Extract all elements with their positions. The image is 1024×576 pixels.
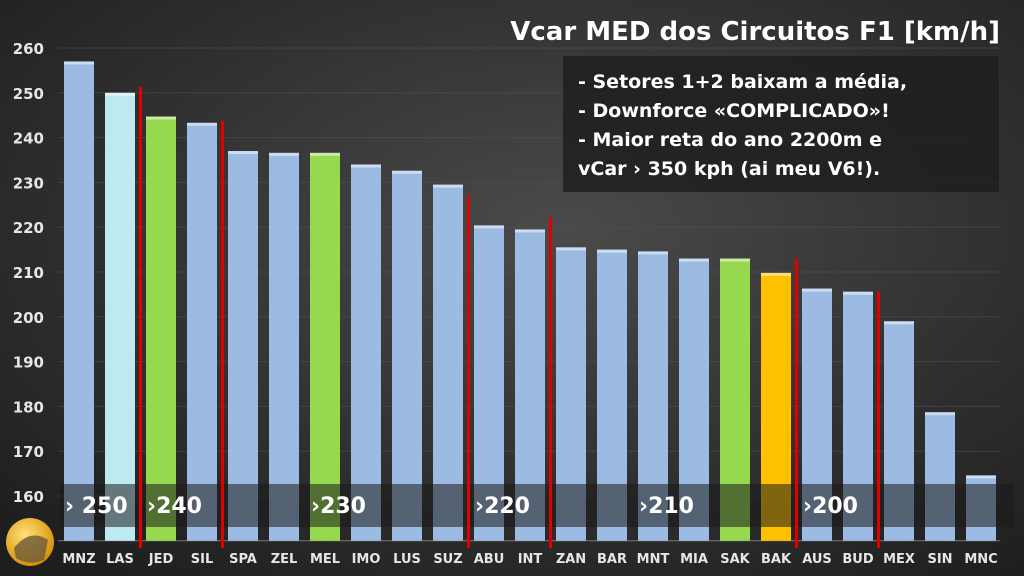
bar-jed [146,116,176,541]
bar-highlight [679,258,709,262]
y-tick-label: 230 [13,174,44,192]
bar-highlight [64,61,94,65]
band-label: ›210 [639,494,694,519]
annotation-line: - Maior reta do ano 2200m e [578,129,882,151]
x-tick-label: MNT [637,552,670,567]
x-tick-label: IMO [352,552,381,567]
y-tick-label: 180 [13,398,44,416]
bar-highlight [392,170,422,174]
bar-highlight [638,251,668,255]
bar-suz [433,184,463,541]
band-label: ›240 [147,494,202,519]
bar-zel [269,152,299,541]
band-label: ›220 [475,494,530,519]
x-tick-label: ABU [474,552,505,567]
x-tick-label: BUD [842,552,873,567]
annotation-line: vCar › 350 kph (ai meu V6!). [578,158,880,180]
x-tick-label: BAK [761,552,792,567]
bar-sil [187,122,217,541]
x-tick-label: BAR [597,552,627,567]
threshold-band [60,484,1014,527]
bar-highlight [966,475,996,479]
x-tick-label: SUZ [433,552,462,567]
y-tick-label: 160 [13,488,44,506]
bar-highlight [105,92,135,96]
logo-icon [6,518,54,566]
x-tick-label: ZEL [271,552,298,567]
band-label: › 250 [65,494,128,519]
bar-highlight [351,164,381,168]
bar-highlight [802,288,832,292]
bar-las [105,92,135,541]
y-tick-label: 210 [13,264,44,282]
x-tick-label: INT [518,552,543,567]
bar-highlight [433,184,463,188]
bar-highlight [269,152,299,156]
x-tick-label: MNZ [62,552,95,567]
bar-highlight [597,249,627,253]
bar-highlight [474,225,504,229]
bar-mel [310,152,340,541]
x-tick-label: LUS [393,552,421,567]
bar-highlight [884,321,914,325]
bar-highlight [761,272,791,276]
x-tick-label: MNC [964,552,997,567]
bar-highlight [843,291,873,295]
bar-highlight [925,412,955,416]
x-tick-label: AUS [802,552,832,567]
bar-highlight [187,122,217,126]
y-tick-label: 250 [13,85,44,103]
x-tick-label: ZAN [556,552,586,567]
bar-mnz [64,61,94,541]
band-label: ›230 [311,494,366,519]
y-tick-label: 220 [13,219,44,237]
y-tick-label: 190 [13,354,44,372]
chart-title: Vcar MED dos Circuitos F1 [km/h] [510,17,1000,47]
x-tick-label: LAS [106,552,134,567]
bar-highlight [515,229,545,233]
bar-highlight [720,258,750,262]
annotation-box: - Setores 1+2 baixam a média, - Downforce… [563,56,999,192]
x-tick-label: MIA [680,552,708,567]
x-tick-label: SIN [927,552,952,567]
y-tick-label: 260 [13,40,44,58]
x-tick-label: MEX [883,552,915,567]
x-tick-label: SPA [229,552,257,567]
bar-lus [392,170,422,541]
bar-imo [351,164,381,541]
y-tick-label: 200 [13,309,44,327]
x-tick-label: JED [148,552,174,567]
bar-highlight [228,151,258,155]
x-tick-label: SAK [720,552,750,567]
annotation-line: - Downforce «COMPLICADO»! [578,100,890,122]
bar-spa [228,151,258,541]
y-tick-label: 240 [13,130,44,148]
bar-highlight [310,152,340,156]
x-tick-label: SIL [191,552,213,567]
bar-highlight [556,247,586,251]
band-label: ›200 [803,494,858,519]
annotation-line: - Setores 1+2 baixam a média, [578,71,907,93]
bar-highlight [146,116,176,120]
x-tick-label: MEL [310,552,340,567]
y-tick-label: 170 [13,443,44,461]
